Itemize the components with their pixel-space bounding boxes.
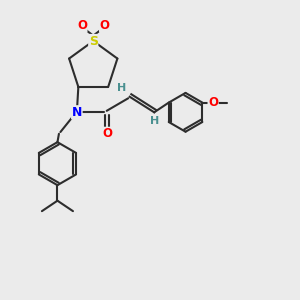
Text: O: O [102,127,112,140]
Text: N: N [72,106,82,119]
Text: S: S [89,34,98,47]
Text: O: O [208,96,218,109]
Text: O: O [77,19,87,32]
Text: O: O [100,19,110,32]
Text: H: H [150,116,159,126]
Text: H: H [117,83,126,93]
